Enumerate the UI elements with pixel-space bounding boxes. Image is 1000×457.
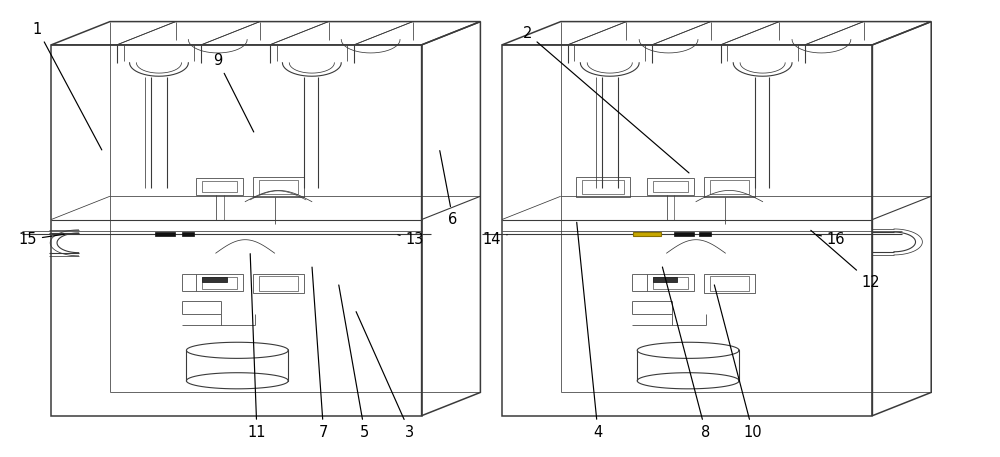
Bar [196,274,243,291]
Bar [704,177,755,197]
Text: 9: 9 [213,53,254,132]
Bar [647,274,694,291]
Bar [253,274,304,293]
Text: 8: 8 [662,267,710,440]
Text: 5: 5 [339,285,369,440]
Bar [576,177,630,197]
Text: 15: 15 [18,232,64,247]
Text: 6: 6 [440,151,458,227]
Bar [710,180,749,195]
Bar [647,178,694,195]
Text: 1: 1 [33,21,102,150]
Bar [633,232,661,236]
Text: 7: 7 [312,267,328,440]
Text: 4: 4 [577,222,603,440]
Text: 16: 16 [816,232,845,247]
Bar [710,276,749,291]
Text: 12: 12 [811,230,880,290]
Bar [202,277,227,282]
Text: 3: 3 [356,312,414,440]
Text: 11: 11 [248,254,266,440]
Bar [582,180,624,195]
Bar [653,181,688,192]
Bar [259,180,298,195]
Text: 14: 14 [483,232,507,247]
Bar [699,232,711,236]
Bar [155,232,175,236]
Bar [182,232,194,236]
Bar [202,277,237,288]
Bar [704,274,755,293]
Text: 2: 2 [523,26,689,173]
Bar [196,178,243,195]
Bar [674,232,694,236]
Bar [259,276,298,291]
Bar [253,177,304,197]
Bar [653,277,677,282]
Text: 13: 13 [398,232,424,247]
Bar [653,277,688,288]
Bar [202,181,237,192]
Text: 10: 10 [714,285,762,440]
